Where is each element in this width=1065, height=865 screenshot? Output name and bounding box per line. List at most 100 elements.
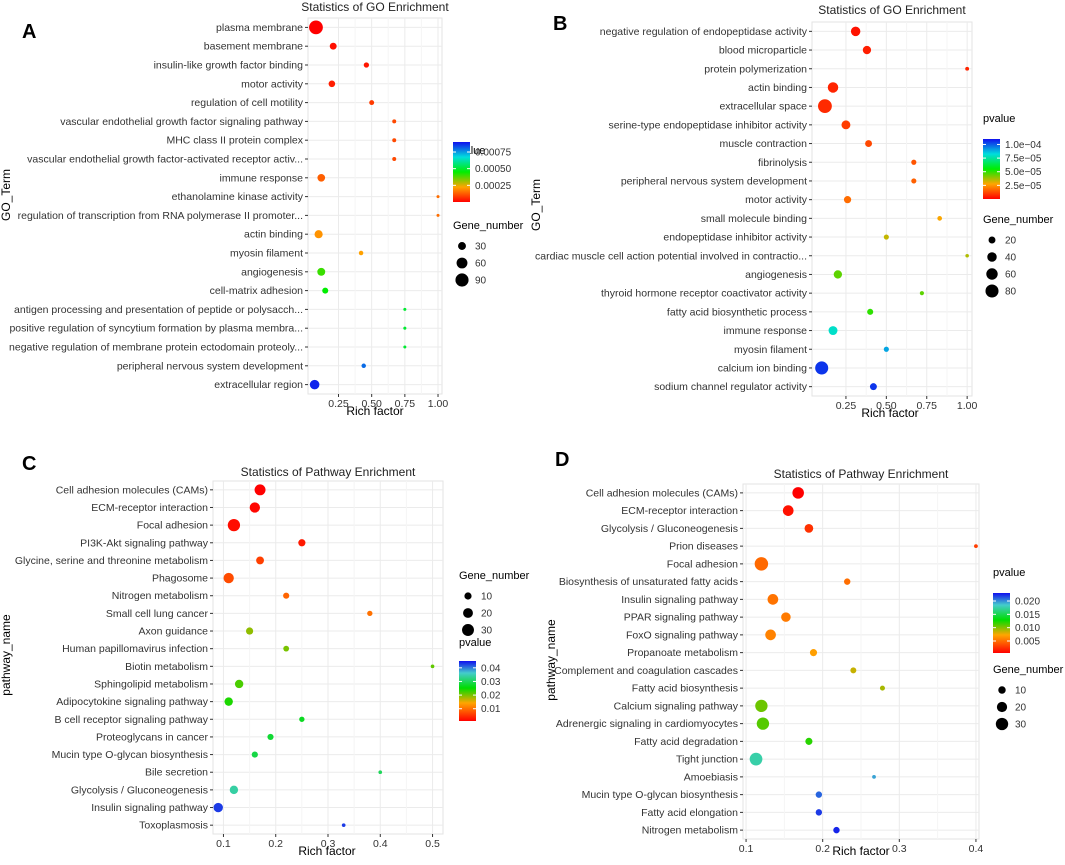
data-point bbox=[850, 667, 857, 674]
y-tick-label: actin binding bbox=[244, 229, 303, 241]
data-point bbox=[850, 26, 861, 37]
gridlines bbox=[743, 484, 979, 839]
data-point bbox=[229, 785, 239, 795]
y-tick-label: Prion diseases bbox=[669, 541, 738, 553]
data-point bbox=[843, 196, 852, 204]
y-axis: Cell adhesion molecules (CAMs) ECM-recept… bbox=[554, 487, 743, 837]
panel-d: D Statistics of Pathway Enrichment Cell ad… bbox=[544, 449, 1064, 858]
y-tick-label: Proteoglycans in cancer bbox=[96, 731, 209, 743]
color-legend-label: 0.015 bbox=[1015, 610, 1040, 621]
y-tick-label: vascular endothelial growth factor-activ… bbox=[27, 154, 303, 166]
y-tick-label: Complement and coagulation cascades bbox=[554, 665, 738, 677]
y-tick-label: myosin filament bbox=[734, 344, 807, 356]
y-tick-label: Focal adhesion bbox=[137, 520, 208, 532]
panel-b: B Statistics of GO Enrichment negative reg… bbox=[529, 3, 1054, 420]
x-tick-label: 1.00 bbox=[957, 400, 978, 412]
color-legend-label: 0.04 bbox=[481, 663, 501, 674]
size-legend-label: 20 bbox=[481, 609, 493, 620]
y-tick-label: Phagosome bbox=[152, 573, 208, 585]
data-point bbox=[329, 42, 337, 50]
y-tick-label: ECM-receptor interaction bbox=[621, 505, 738, 517]
data-point bbox=[919, 291, 924, 296]
data-point bbox=[844, 578, 851, 585]
y-axis-title: GO_Term bbox=[0, 169, 13, 221]
chart-title: Statistics of GO Enrichment bbox=[818, 3, 966, 17]
y-axis-title: GO_Term bbox=[529, 179, 543, 231]
gridlines bbox=[308, 18, 442, 394]
color-legend-label: 0.020 bbox=[1015, 597, 1040, 608]
color-legend-bar bbox=[993, 593, 1010, 653]
data-point bbox=[867, 308, 874, 315]
size-legend-label: 20 bbox=[1005, 236, 1017, 247]
size-legend-dot bbox=[996, 701, 1008, 713]
color-legend-label: 1.0e−04 bbox=[1005, 140, 1042, 151]
y-tick-label: insulin-like growth factor binding bbox=[154, 60, 304, 72]
data-point bbox=[328, 80, 336, 88]
data-point bbox=[234, 679, 244, 689]
x-tick-label: 0.1 bbox=[216, 838, 231, 850]
data-point bbox=[765, 629, 776, 641]
data-point bbox=[782, 505, 794, 516]
x-tick-label: 0.1 bbox=[739, 843, 754, 855]
y-tick-label: serine-type endopeptidase inhibitor acti… bbox=[609, 119, 808, 131]
size-legend-label: 10 bbox=[481, 592, 493, 603]
y-tick-label: Sphingolipid metabolism bbox=[94, 678, 208, 690]
y-tick-label: Glycolysis / Gluconeogenesis bbox=[71, 784, 208, 796]
data-point bbox=[358, 250, 364, 256]
y-tick-label: vascular endothelial growth factor signa… bbox=[60, 116, 304, 128]
data-point bbox=[249, 502, 260, 513]
y-tick-label: PPAR signaling pathway bbox=[624, 612, 739, 624]
data-point bbox=[883, 346, 889, 352]
color-legend-label: 0.01 bbox=[481, 704, 501, 715]
x-axis: 0.25 0.50 0.75 1.00 bbox=[836, 396, 978, 412]
data-point bbox=[749, 752, 763, 766]
size-legend: Gene_number 30 60 90 bbox=[453, 220, 524, 287]
x-tick-label: 0.2 bbox=[815, 843, 830, 855]
y-tick-label: Cell adhesion molecules (CAMs) bbox=[586, 487, 738, 499]
x-tick-label: 0.5 bbox=[425, 838, 440, 850]
data-point bbox=[256, 556, 264, 565]
data-point bbox=[833, 270, 843, 279]
data-point bbox=[828, 326, 838, 336]
data-point bbox=[254, 484, 266, 496]
color-legend-label: 0.00075 bbox=[475, 148, 512, 159]
data-point bbox=[392, 119, 397, 124]
size-legend: Gene_number 10 20 30 bbox=[993, 664, 1064, 731]
y-tick-label: Insulin signaling pathway bbox=[91, 802, 208, 814]
y-tick-label: B cell receptor signaling pathway bbox=[54, 714, 208, 726]
y-tick-label: basement membrane bbox=[204, 41, 303, 53]
y-tick-label: Axon guidance bbox=[139, 626, 209, 638]
panel-c: C Statistics of Pathway Enrichment Cell ad… bbox=[0, 453, 530, 858]
y-tick-label: peripheral nervous system development bbox=[621, 175, 807, 187]
y-axis-title: pathway_name bbox=[0, 614, 13, 696]
data-point bbox=[833, 826, 840, 834]
color-legend-title: pvalue bbox=[993, 567, 1025, 579]
y-axis-title: pathway_name bbox=[544, 619, 558, 701]
y-tick-label: Calcium signaling pathway bbox=[614, 700, 739, 712]
size-legend-label: 90 bbox=[475, 276, 487, 287]
data-point bbox=[309, 379, 320, 390]
color-legend-bar bbox=[453, 142, 470, 202]
data-point bbox=[974, 544, 978, 549]
data-point bbox=[283, 592, 290, 599]
data-points bbox=[749, 487, 978, 834]
color-legend: pvalue 0.01 0.02 0.03 0.04 bbox=[459, 637, 501, 721]
data-point bbox=[755, 699, 768, 713]
color-legend-label: 0.03 bbox=[481, 677, 501, 688]
size-legend-label: 30 bbox=[475, 242, 487, 253]
data-point bbox=[815, 809, 823, 816]
size-legend: Gene_number 20 40 60 80 bbox=[983, 214, 1054, 298]
y-tick-label: small molecule binding bbox=[701, 213, 807, 225]
y-tick-label: Human papillomavirus infection bbox=[62, 643, 208, 655]
y-axis: Cell adhesion molecules (CAMs) ECM-recept… bbox=[15, 484, 213, 832]
size-legend-label: 10 bbox=[1015, 686, 1027, 697]
data-point bbox=[227, 518, 241, 532]
size-legend-dot bbox=[455, 273, 469, 287]
data-point bbox=[430, 664, 435, 669]
y-tick-label: Nitrogen metabolism bbox=[112, 590, 209, 602]
x-axis: 0.1 0.2 0.3 0.4 0.5 bbox=[216, 834, 440, 850]
data-point bbox=[317, 173, 326, 182]
y-tick-label: cardiac muscle cell action potential inv… bbox=[535, 250, 807, 262]
y-tick-label: muscle contraction bbox=[719, 138, 807, 150]
gridlines bbox=[213, 481, 443, 834]
